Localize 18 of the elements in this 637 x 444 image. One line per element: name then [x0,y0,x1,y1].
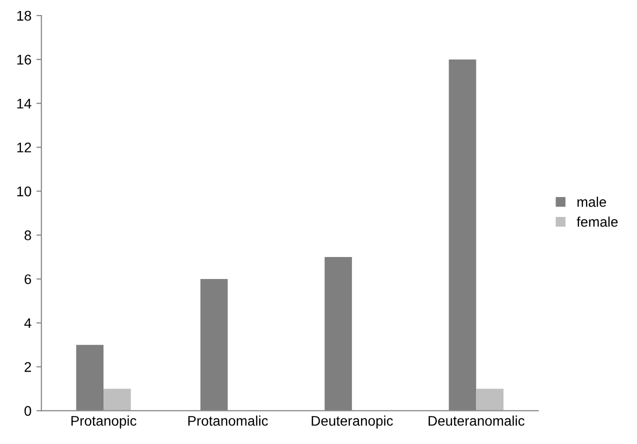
y-tick-label: 12 [17,142,31,152]
y-tick-label: 4 [24,318,32,328]
y-tick-label: 16 [17,54,32,65]
legend-label: male [577,196,606,207]
y-tick-label: 8 [24,230,32,240]
legend-label: female [576,216,618,227]
bar [104,388,131,411]
y-tick-label: 0 [24,406,32,416]
y-tick-label: 10 [17,186,32,196]
x-tick-label: Protanopic [71,416,136,429]
bar [476,388,504,411]
y-tick-label: 14 [17,98,32,108]
y-tick-label: 2 [24,362,31,372]
x-tick-label: Deuteranomalic [428,416,524,426]
y-tick-label: 6 [24,274,32,284]
x-tick-label: Deuteranopic [312,416,393,429]
x-tick-label: Protanomalic [188,416,268,426]
y-tick-label: 18 [17,10,32,21]
